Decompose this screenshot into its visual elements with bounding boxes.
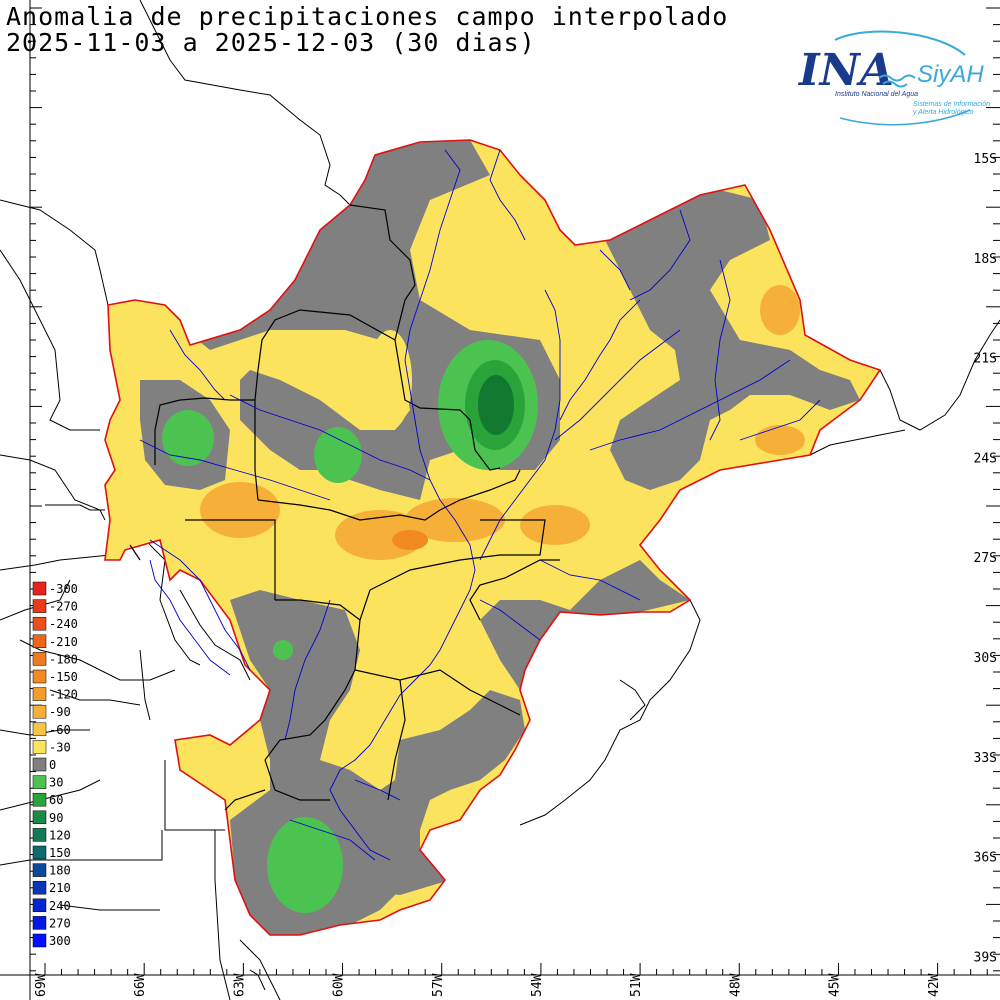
lon-label-54W: 54W <box>530 973 545 997</box>
logo-systems-text: Sistemas de Información <box>913 101 990 108</box>
logo-wave2-icon <box>882 80 908 88</box>
lat-label-18S: 18S <box>974 252 997 267</box>
legend-swatch <box>32 775 47 789</box>
logo-ina-text: INA <box>797 45 894 96</box>
ina-siyah-logo: INA SiyAH Instituto Nacional del Agua Si… <box>795 30 995 130</box>
lat-label-33S: 33S <box>974 751 997 766</box>
map-date-range: 2025-11-03 a 2025-12-03 (30 dias) <box>6 28 536 57</box>
legend-swatch <box>32 880 47 895</box>
logo-arc-icon <box>834 30 966 56</box>
legend-swatch <box>32 863 47 877</box>
legend-label: -270 <box>49 600 78 614</box>
legend-label: -180 <box>49 652 78 666</box>
legend-swatch <box>32 933 47 948</box>
legend-label: 240 <box>49 899 71 913</box>
lat-label-24S: 24S <box>974 451 997 466</box>
lon-label-42W: 42W <box>927 973 942 997</box>
legend-swatch <box>32 845 47 860</box>
legend-swatch <box>32 792 47 807</box>
legend-swatch <box>32 634 47 649</box>
legend-label: -240 <box>49 617 78 631</box>
legend-label: 180 <box>49 864 71 878</box>
left-edge-ticks <box>30 7 42 972</box>
legend-swatch <box>32 581 47 596</box>
legend-label: -300 <box>49 582 78 596</box>
legend-swatch <box>32 669 47 684</box>
map-title: Anomalia de precipitaciones campo interp… <box>6 2 729 31</box>
lon-label-57W: 57W <box>431 973 446 997</box>
inner-country-borders <box>129 204 560 811</box>
logo-siyah-text: SiyAH <box>917 61 984 88</box>
legend-label: 30 <box>49 776 63 790</box>
legend-swatch <box>32 810 47 825</box>
legend-swatch <box>32 722 47 737</box>
legend-swatch <box>32 704 47 719</box>
legend-swatch <box>32 687 47 701</box>
latitude-labels: 15S 18S 21S 24S 27S 30S 33S 36S 39S <box>974 152 997 965</box>
bottom-edge-ticks <box>44 963 988 975</box>
lat-label-39S: 39S <box>974 950 997 965</box>
logo-wave-icon <box>878 74 916 82</box>
lon-label-69W: 69W <box>34 973 49 997</box>
legend-swatch <box>32 616 47 631</box>
legend-swatch <box>32 740 47 754</box>
lat-label-15S: 15S <box>974 152 997 167</box>
legend-label: 300 <box>49 934 71 948</box>
basin-boundary <box>104 139 882 936</box>
legend-swatch <box>32 652 47 666</box>
lat-label-21S: 21S <box>974 352 997 367</box>
lon-label-60W: 60W <box>332 973 347 997</box>
logo-institute-text: Instituto Nacional del Agua <box>835 91 918 98</box>
legend-label: -210 <box>49 635 78 649</box>
legend-swatch <box>32 916 47 930</box>
legend-label: -60 <box>49 723 71 737</box>
color-legend: -300-270-240-210-180-150-120-90-60-30030… <box>32 581 78 948</box>
legend-label: -90 <box>49 705 71 719</box>
logo-alert-text: y Alerta Hidrológico <box>912 109 974 116</box>
legend-swatch <box>32 898 47 913</box>
lon-label-63W: 63W <box>232 973 247 997</box>
lon-label-45W: 45W <box>828 973 843 997</box>
lat-label-30S: 30S <box>974 651 997 666</box>
legend-label: 0 <box>49 758 56 772</box>
legend-swatch <box>32 828 47 842</box>
logo-lower-arc-icon <box>839 109 971 126</box>
legend-swatch <box>32 599 47 613</box>
legend-label: 120 <box>49 828 71 842</box>
legend-swatch <box>32 757 47 772</box>
rivers <box>139 149 821 861</box>
legend-label: 60 <box>49 793 63 807</box>
lon-label-48W: 48W <box>728 973 743 997</box>
right-edge-ticks <box>986 7 1000 972</box>
legend-label: -30 <box>49 740 71 754</box>
longitude-labels: 69W 66W 63W 60W 57W 54W 51W 48W 45W 42W <box>34 973 942 997</box>
lon-label-66W: 66W <box>133 973 148 997</box>
legend-label: -120 <box>49 688 78 702</box>
legend-label: 270 <box>49 916 71 930</box>
lat-label-27S: 27S <box>974 551 997 566</box>
lon-label-51W: 51W <box>629 973 644 997</box>
legend-label: 150 <box>49 846 71 860</box>
lat-label-36S: 36S <box>974 851 997 866</box>
legend-label: 90 <box>49 811 63 825</box>
legend-label: 210 <box>49 881 71 895</box>
legend-label: -150 <box>49 670 78 684</box>
